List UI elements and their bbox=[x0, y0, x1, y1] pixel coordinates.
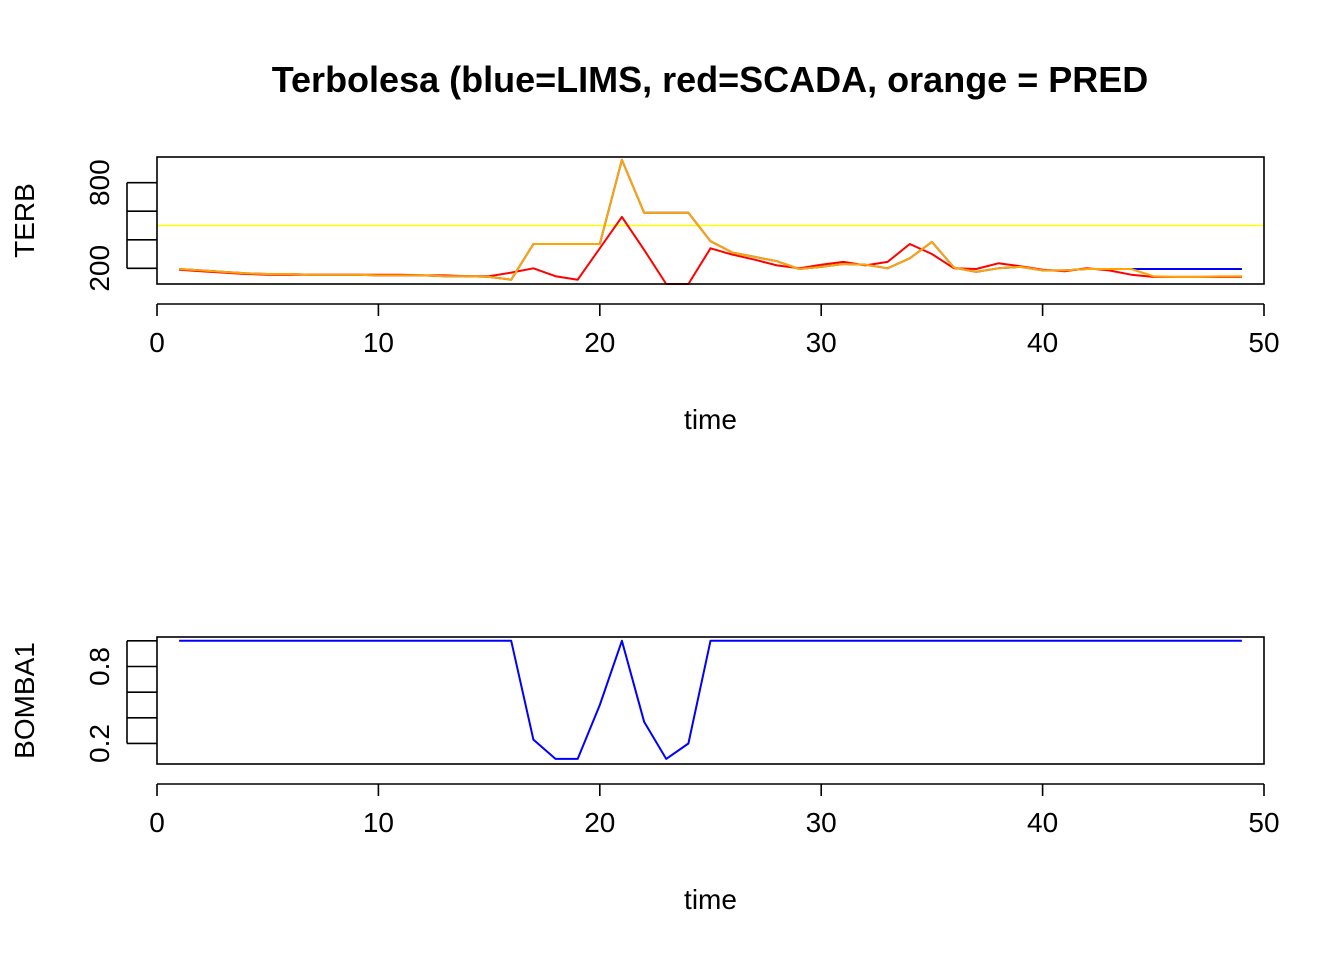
bomba1-y-tick-label: 0.8 bbox=[84, 647, 115, 686]
terb-series-lims bbox=[179, 158, 1242, 281]
bomba1-y-axis-label: BOMBA1 bbox=[9, 642, 40, 759]
bomba1-x-tick-label: 50 bbox=[1248, 807, 1279, 838]
bomba1-series-lims bbox=[179, 639, 1242, 760]
terb-y-tick-label: 200 bbox=[84, 245, 115, 292]
bomba1-x-tick-label: 20 bbox=[584, 807, 615, 838]
bomba1-x-tick-label: 30 bbox=[806, 807, 837, 838]
chart-title: Terbolesa (blue=LIMS, red=SCADA, orange … bbox=[272, 59, 1149, 100]
terb-series-pred bbox=[179, 158, 1242, 281]
bomba1-x-tick-label: 10 bbox=[363, 807, 394, 838]
terb-panel: 0 10 20 30 40 50 time 200 800 TERB bbox=[9, 156, 1280, 435]
bomba1-plot-frame bbox=[156, 636, 1265, 765]
terb-x-axis-label: time bbox=[684, 404, 737, 435]
bomba1-x-tick-label: 0 bbox=[149, 807, 165, 838]
terb-x-tick-label: 40 bbox=[1027, 327, 1058, 358]
bomba1-x-axis-label: time bbox=[684, 884, 737, 915]
terb-x-tick-label: 50 bbox=[1248, 327, 1279, 358]
terb-plot-frame bbox=[156, 156, 1265, 285]
bomba1-panel: 0 10 20 30 40 50 time 0.2 0.8 BOMBA1 bbox=[9, 636, 1280, 915]
bomba1-x-tick-label: 40 bbox=[1027, 807, 1058, 838]
bomba1-y-tick-label: 0.2 bbox=[84, 724, 115, 763]
terb-x-tick-label: 0 bbox=[149, 327, 165, 358]
terb-x-tick-label: 20 bbox=[584, 327, 615, 358]
terb-y-axis-label: TERB bbox=[9, 183, 40, 258]
terb-x-tick-label: 10 bbox=[363, 327, 394, 358]
terb-y-tick-label: 800 bbox=[84, 159, 115, 206]
terb-x-tick-label: 30 bbox=[806, 327, 837, 358]
